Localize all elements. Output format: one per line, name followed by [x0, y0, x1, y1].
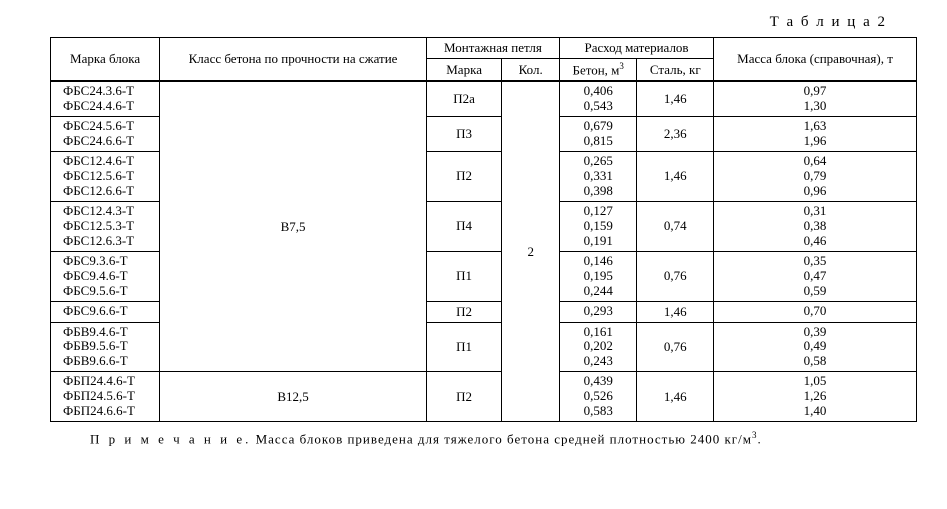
cell-steel: 1,46 [637, 152, 714, 202]
cell-steel: 0,76 [637, 322, 714, 372]
cell-loop-brand: П1 [426, 322, 502, 372]
cell-brand: ФБС24.5.6-ТФБС24.6.6-Т [51, 117, 160, 152]
th-loop-brand: Марка [426, 59, 502, 82]
cell-mass: 0,310,380,46 [714, 201, 917, 251]
cell-concrete: 0,1460,1950,244 [559, 251, 636, 301]
cell-mass: 0,971,30 [714, 81, 917, 116]
cell-steel: 2,36 [637, 117, 714, 152]
cell-steel: 0,74 [637, 201, 714, 251]
cell-loop-brand: П1 [426, 251, 502, 301]
cell-steel: 1,46 [637, 372, 714, 422]
cell-steel: 1,46 [637, 81, 714, 116]
cell-brand: ФБС12.4.3-ТФБС12.5.3-ТФБС12.6.3-Т [51, 201, 160, 251]
cell-concrete: 0,2650,3310,398 [559, 152, 636, 202]
table-caption: Т а б л и ц а 2 [50, 14, 887, 31]
cell-mass: 0,640,790,96 [714, 152, 917, 202]
cell-loop-brand: П3 [426, 117, 502, 152]
cell-loop-brand: П2 [426, 301, 502, 322]
table-note: П р и м е ч а н и е. Масса блоков привед… [90, 430, 917, 447]
th-materials: Расход материалов [559, 38, 713, 59]
cell-mass: 1,631,96 [714, 117, 917, 152]
cell-concrete-class: В12,5 [160, 372, 427, 422]
cell-mass: 1,051,261,40 [714, 372, 917, 422]
cell-loop-brand: П2 [426, 152, 502, 202]
cell-concrete: 0,6790,815 [559, 117, 636, 152]
th-mass: Масса блока (справочная), т [714, 38, 917, 82]
data-table: Марка блока Класс бетона по прочности на… [50, 37, 917, 422]
cell-concrete: 0,1610,2020,243 [559, 322, 636, 372]
table-row: ФБП24.4.6-ТФБП24.5.6-ТФБП24.6.6-ТВ12,5П2… [51, 372, 917, 422]
cell-concrete-class: В7,5 [160, 81, 427, 372]
cell-loop-brand: П2а [426, 81, 502, 116]
cell-concrete: 0,4390,5260,583 [559, 372, 636, 422]
cell-mass: 0,390,490,58 [714, 322, 917, 372]
cell-steel: 1,46 [637, 301, 714, 322]
cell-brand: ФБС12.4.6-ТФБС12.5.6-ТФБС12.6.6-Т [51, 152, 160, 202]
th-steel: Сталь, кг [637, 59, 714, 82]
cell-mass: 0,70 [714, 301, 917, 322]
cell-steel: 0,76 [637, 251, 714, 301]
cell-brand: ФБС9.3.6-ТФБС9.4.6-ТФБС9.5.6-Т [51, 251, 160, 301]
cell-concrete: 0,4060,543 [559, 81, 636, 116]
cell-concrete: 0,1270,1590,191 [559, 201, 636, 251]
th-mounting-loop: Монтажная петля [426, 38, 559, 59]
cell-loop-brand: П2 [426, 372, 502, 422]
cell-brand: ФБВ9.4.6-ТФБВ9.5.6-ТФБВ9.6.6-Т [51, 322, 160, 372]
cell-brand: ФБС24.3.6-ТФБС24.4.6-Т [51, 81, 160, 116]
table-row: ФБС24.3.6-ТФБС24.4.6-ТВ7,5П2а20,4060,543… [51, 81, 917, 116]
th-concrete: Бетон, м3 [559, 59, 636, 82]
cell-loop-brand: П4 [426, 201, 502, 251]
cell-brand: ФБП24.4.6-ТФБП24.5.6-ТФБП24.6.6-Т [51, 372, 160, 422]
th-loop-qty: Кол. [502, 59, 560, 82]
cell-loop-qty: 2 [502, 81, 560, 421]
th-concrete-class: Класс бетона по прочности на сжатие [160, 38, 427, 82]
cell-brand: ФБС9.6.6-Т [51, 301, 160, 322]
cell-mass: 0,350,470,59 [714, 251, 917, 301]
th-block-brand: Марка блока [51, 38, 160, 82]
cell-concrete: 0,293 [559, 301, 636, 322]
